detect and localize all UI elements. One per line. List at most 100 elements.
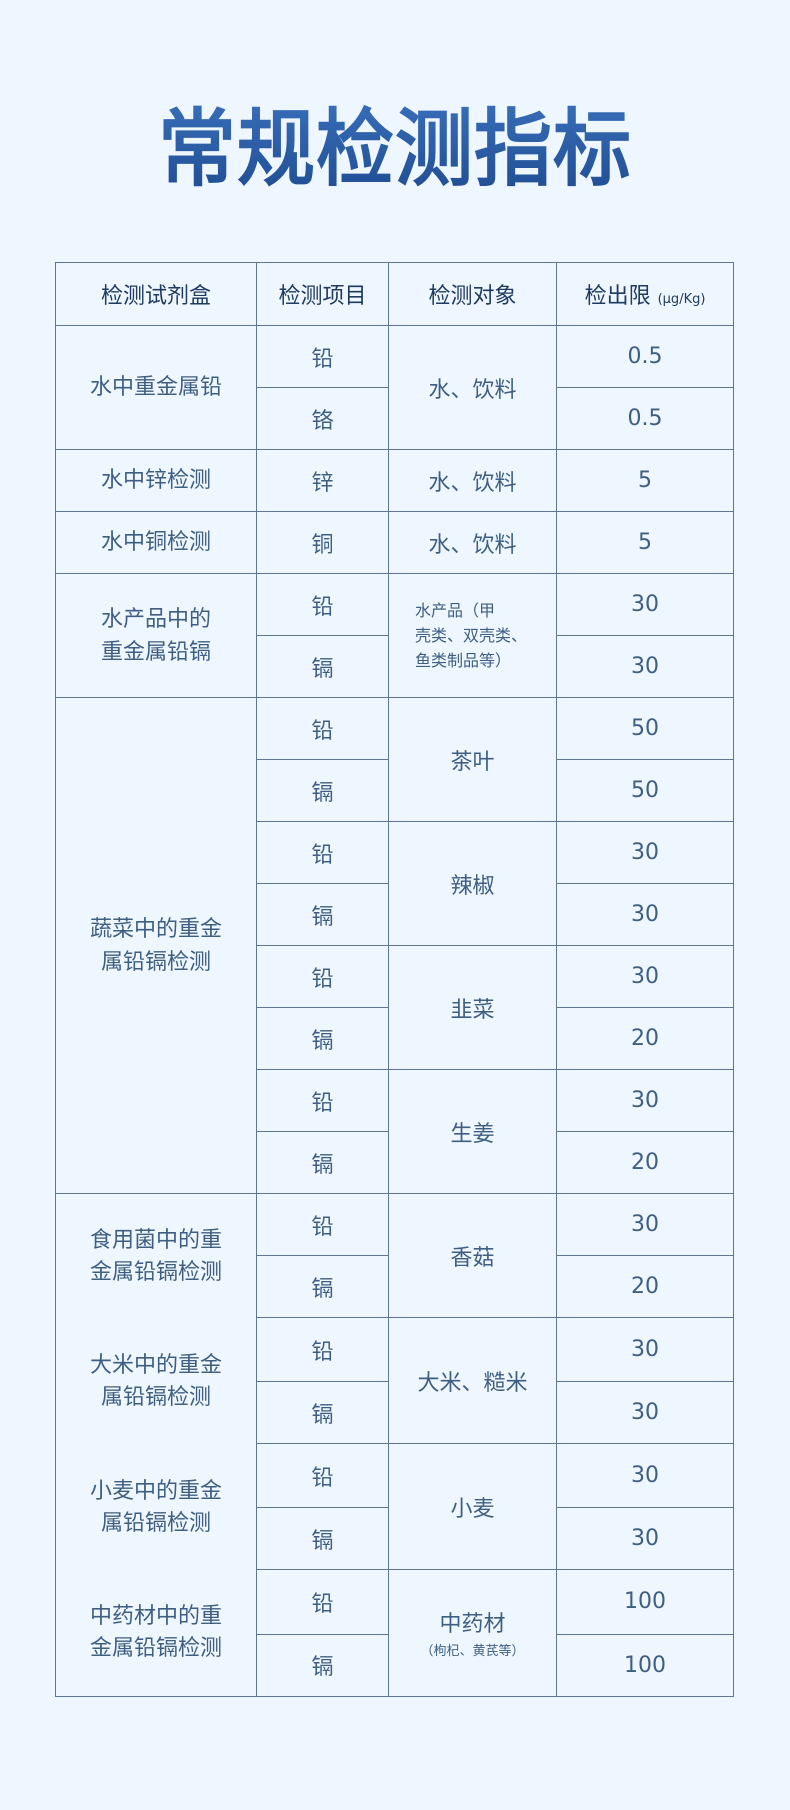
target-name: 水、饮料 <box>428 377 517 403</box>
target-name: 小麦 <box>450 1496 495 1522</box>
limit-cell: 30 <box>556 635 734 698</box>
kit-name: 水中重金属铅 <box>89 375 222 400</box>
table-row: 食用菌中的重 金属铅镉检测 大米中的重金 属铅镉检测 小麦中的重金 属铅镉检测 中药材… <box>55 1193 734 1697</box>
detection-table: 检测试剂盒 检测项目 检测对象 检出限 (μg/Kg) 水中重金属铅铅 水、饮料 0… <box>55 262 734 1697</box>
target-cell: 茶叶 <box>388 697 557 822</box>
table-row: 水中铜检测 铜 水、饮料 5 <box>55 511 734 574</box>
target-name: 水、饮料 <box>428 470 517 496</box>
limit-cell: 30 <box>556 945 734 1008</box>
target-cell: 生姜 <box>388 1069 557 1194</box>
target-cell: 水、饮料 <box>388 325 557 450</box>
table-row: 镉 30 <box>56 1381 734 1445</box>
kit-name: 小麦中的重金 属铅镉检测 <box>89 1478 222 1536</box>
table-row: 铅大米、糙米 30 <box>56 1316 734 1445</box>
limit-cell: 20 <box>556 1255 734 1318</box>
target-name: 韭菜 <box>450 997 495 1023</box>
page-title: 常规检测指标 <box>0 96 790 204</box>
header-limit: 检出限 (μg/Kg) <box>556 262 734 326</box>
item-cell: 镉 <box>256 1007 389 1070</box>
kit-name: 水中铜检测 <box>100 530 211 555</box>
table-row: 铅中药材 （枸杞、黄芪等） 100 <box>56 1569 734 1697</box>
table-row: 铅生姜 30 <box>56 1069 734 1194</box>
kit-stack: 食用菌中的重 金属铅镉检测 大米中的重金 属铅镉检测 小麦中的重金 属铅镉检测 中药材… <box>56 1194 256 1696</box>
item-cell: 镉 <box>256 1633 389 1697</box>
item-cell: 铅 <box>256 1316 389 1383</box>
limit-cell: 5 <box>556 449 734 512</box>
limit-cell: 30 <box>556 1507 734 1571</box>
table-row: 水中锌检测 锌 水、饮料 5 <box>55 449 734 512</box>
table-row: 蔬菜中的重金 属铅镉检测铅茶叶 50 <box>55 697 734 1194</box>
item-cell: 铅 <box>256 573 389 636</box>
item-cell: 锌 <box>256 449 389 512</box>
header-kit: 检测试剂盒 <box>55 262 257 326</box>
kit-name: 中药材中的重 金属铅镉检测 <box>89 1603 222 1661</box>
target-name: 大米、糙米 <box>417 1370 528 1396</box>
table-header-row: 检测试剂盒 检测项目 检测对象 检出限 (μg/Kg) <box>55 262 734 326</box>
limit-cell: 100 <box>556 1569 734 1635</box>
header-limit-unit: (μg/Kg) <box>657 292 706 307</box>
target-name: 茶叶 <box>450 749 495 775</box>
target-cell: 辣椒 <box>388 821 557 946</box>
item-cell: 铅 <box>256 945 389 1008</box>
limit-cell: 30 <box>556 1193 734 1256</box>
limit-cell: 30 <box>556 1381 734 1445</box>
target-name: 中药材 <box>439 1612 506 1638</box>
item-cell: 镉 <box>256 635 389 698</box>
target-cell: 韭菜 <box>388 945 557 1070</box>
target-cell: 小麦 <box>388 1443 557 1571</box>
header-limit-label: 检出限 <box>584 284 651 309</box>
limit-cell: 20 <box>556 1007 734 1070</box>
kit-name: 水产品中的 重金属铅镉 <box>100 606 211 665</box>
target-name: 辣椒 <box>450 873 495 899</box>
limit-cell: 5 <box>556 511 734 574</box>
target-name: 水产品（甲 壳类、双壳类、 鱼类制品等） <box>415 601 528 670</box>
item-cell: 镉 <box>256 1381 389 1445</box>
target-cell: 水产品（甲 壳类、双壳类、 鱼类制品等） <box>388 573 557 698</box>
kit-name: 食用菌中的重 金属铅镉检测 <box>89 1227 222 1285</box>
target-name: 生姜 <box>450 1121 495 1147</box>
table-row: 镉 100 <box>56 1633 734 1697</box>
table-row: 镉 20 <box>56 1007 734 1070</box>
limit-cell: 20 <box>556 1131 734 1194</box>
limit-cell: 100 <box>556 1633 734 1697</box>
table-row: 铅韭菜 30 <box>56 945 734 1070</box>
target-cell: 大米、糙米 <box>388 1316 557 1445</box>
kit-cell: 蔬菜中的重金 属铅镉检测 <box>55 697 257 1194</box>
limit-cell: 30 <box>556 883 734 946</box>
table-row: 镉 20 <box>56 1131 734 1194</box>
table-row: 水中重金属铅 铅水、饮料 0.5 <box>55 325 734 450</box>
limit-cell: 50 <box>556 697 734 760</box>
kit-name: 大米中的重金 属铅镉检测 <box>89 1353 222 1411</box>
item-cell: 铅 <box>256 1193 389 1256</box>
table-row: 镉 20 <box>56 1255 734 1318</box>
table-row: 水产品中的 重金属铅镉铅水产品（甲 壳类、双壳类、 鱼类制品等） 30 <box>55 573 734 698</box>
header-target: 检测对象 <box>388 262 557 326</box>
item-cell: 铅 <box>256 697 389 760</box>
target-cell: 中药材 （枸杞、黄芪等） <box>388 1569 557 1697</box>
kit-cell: 食用菌中的重 金属铅镉检测 大米中的重金 属铅镉检测 小麦中的重金 属铅镉检测 中药材… <box>55 1193 257 1697</box>
kit-cell: 水中锌检测 <box>55 449 257 512</box>
item-cell: 铬 <box>256 387 389 450</box>
table-row: 铅小麦 30 <box>56 1443 734 1571</box>
limit-cell: 30 <box>556 821 734 884</box>
kit-cell: 水中铜检测 <box>55 511 257 574</box>
target-name: 水、饮料 <box>428 532 517 558</box>
item-cell: 铅 <box>256 1569 389 1635</box>
target-cell: 香菇 <box>388 1193 557 1318</box>
kit-name: 蔬菜中的重金 属铅镉检测 <box>89 916 222 975</box>
item-cell: 镉 <box>256 1131 389 1194</box>
table-row: 镉 50 <box>56 759 734 822</box>
limit-cell: 0.5 <box>556 387 734 450</box>
kit-cell: 水中重金属铅 <box>55 325 257 450</box>
item-cell: 镉 <box>256 1255 389 1318</box>
kit-name: 水中锌检测 <box>100 468 211 493</box>
header-item: 检测项目 <box>256 262 389 326</box>
item-cell: 铜 <box>256 511 389 574</box>
target-cell: 水、饮料 <box>388 449 557 512</box>
limit-cell: 30 <box>556 1069 734 1132</box>
limit-cell: 50 <box>556 759 734 822</box>
table-row: 镉 30 <box>56 883 734 946</box>
limit-cell: 0.5 <box>556 325 734 388</box>
item-cell: 铅 <box>256 1069 389 1132</box>
target-name: 香菇 <box>450 1245 495 1271</box>
